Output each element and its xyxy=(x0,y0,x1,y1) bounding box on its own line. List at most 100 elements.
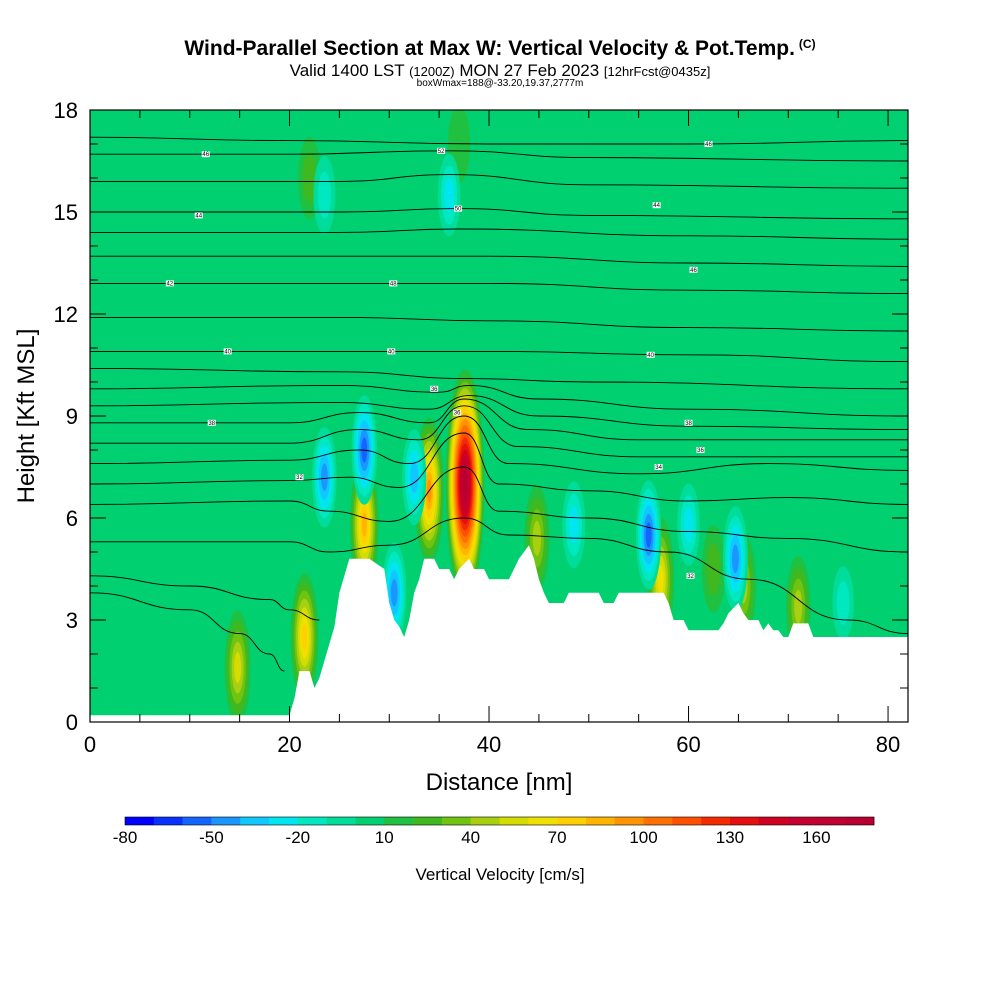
colorbar-swatch xyxy=(470,817,500,825)
theta-label-8: 40 xyxy=(388,349,395,355)
theta-contours xyxy=(90,136,908,672)
colorbar-swatch xyxy=(528,817,558,825)
theta-label-6: 50 xyxy=(455,207,462,213)
forecast-info: [12hrFcst@0435z] xyxy=(603,64,711,79)
colorbar-swatch xyxy=(125,817,155,825)
theta-contour-0 xyxy=(90,136,908,145)
theta-contour-11 xyxy=(90,395,908,431)
theta-label-0: 46 xyxy=(202,152,209,158)
colorbar-tick-label: 100 xyxy=(629,828,657,847)
x-tick-label: 20 xyxy=(277,732,301,757)
theta-label-bg-9 xyxy=(430,385,439,392)
copyright-mark: (C) xyxy=(798,37,816,51)
colorbar-swatch xyxy=(153,817,183,825)
colorbar-swatch xyxy=(643,817,673,825)
plot-area: 46 44 42 40 38 52 50 48 40 36 36 32 46 44 46 40 38 36 34 32 xyxy=(90,110,908,722)
theta-label-1: 44 xyxy=(195,213,202,219)
theta-label-12: 46 xyxy=(705,142,712,148)
downdraft-cell-9-band xyxy=(317,171,332,219)
theta-label-bg-13 xyxy=(652,202,661,209)
theta-contour-19 xyxy=(90,592,285,672)
theta-label-3: 40 xyxy=(224,349,231,355)
terrain-mask xyxy=(90,545,908,722)
y-tick-label: 6 xyxy=(66,506,78,531)
colorbar-title: Vertical Velocity [cm/s] xyxy=(415,865,584,884)
x-axis-label: Distance [nm] xyxy=(426,769,573,796)
colorbar-tick-label: 40 xyxy=(461,828,480,847)
theta-label-18: 34 xyxy=(655,465,662,471)
theta-contour-8 xyxy=(90,350,908,363)
colorbar-swatch xyxy=(557,817,587,825)
chart-title: Wind-Parallel Section at Max W: Vertical… xyxy=(0,37,1000,61)
colorbar-swatch xyxy=(585,817,616,825)
theta-contour-10 xyxy=(90,384,908,417)
colorbar-tick-label: -20 xyxy=(286,828,311,847)
colorbar-swatch xyxy=(441,817,471,825)
updraft-cell-4-band xyxy=(234,652,242,684)
theta-label-7: 48 xyxy=(390,281,397,287)
x-tick-label: 80 xyxy=(876,732,900,757)
valid-time-line: Valid 1400 LST (1200Z) MON 27 Feb 2023 [… xyxy=(0,61,1000,81)
downdraft-cell-8-band xyxy=(444,177,454,213)
colorbar-tick-label: 10 xyxy=(375,828,394,847)
theta-label-bg-11 xyxy=(295,474,304,481)
colorbar-swatch xyxy=(211,817,241,825)
theta-label-bg-6 xyxy=(454,205,463,212)
theta-label-bg-8 xyxy=(387,348,396,355)
colorbar-frame xyxy=(124,816,875,826)
theta-label-bg-1 xyxy=(194,212,203,219)
colorbar-tick-label: 130 xyxy=(716,828,744,847)
colorbar: -80 -50 -20 10 40 70 100 130 160 Vertical Velocit… xyxy=(113,816,875,884)
colorbar-swatch xyxy=(355,817,385,825)
colorbar-swatch xyxy=(413,817,443,825)
colorbar-swatch xyxy=(845,817,875,825)
colorbar-swatch xyxy=(326,817,356,825)
theta-label-14: 46 xyxy=(690,268,697,274)
updraft-cell-5-band xyxy=(532,520,542,556)
valid-prefix: Valid 1400 LST xyxy=(289,61,405,80)
theta-contour-1 xyxy=(90,150,908,162)
theta-label-9: 36 xyxy=(431,387,438,393)
theta-label-bg-12 xyxy=(704,141,713,147)
y-tick-label: 9 xyxy=(66,404,78,429)
updraft-cell-6-band xyxy=(657,565,664,594)
theta-label-bg-14 xyxy=(689,266,698,273)
updraft-cell-2-band xyxy=(301,624,308,650)
colorbar-swatch xyxy=(499,817,529,825)
theta-label-bg-7 xyxy=(389,280,398,287)
colorbar-swatch xyxy=(240,817,270,825)
colorbar-tick-label: 160 xyxy=(802,828,830,847)
theta-label-bg-19 xyxy=(686,572,695,579)
theta-contour-9 xyxy=(90,367,908,390)
colorbar-tick-label: -80 xyxy=(113,828,138,847)
theta-contour-2 xyxy=(90,174,908,189)
theta-label-10: 36 xyxy=(454,411,461,417)
theta-labels: 46 44 42 40 38 52 50 48 40 36 36 32 46 44 46 40 38 36 34 32 xyxy=(165,141,713,580)
theta-label-19: 32 xyxy=(687,574,694,580)
theta-label-bg-16 xyxy=(684,419,693,426)
theta-label-15: 40 xyxy=(647,353,654,359)
theta-label-bg-18 xyxy=(654,464,663,470)
valid-date: MON 27 Feb 2023 xyxy=(459,61,600,80)
colorbar-swatch xyxy=(729,817,760,825)
updraft-cell-3-band xyxy=(361,512,367,537)
colorbar-swatch xyxy=(297,817,327,825)
theta-label-16: 38 xyxy=(685,421,692,427)
theta-contour-12 xyxy=(90,398,908,441)
theta-contour-6 xyxy=(90,282,908,295)
theta-label-17: 36 xyxy=(697,448,704,454)
theta-label-bg-5 xyxy=(437,147,446,154)
downdraft-cell-2-band xyxy=(390,579,398,607)
downdraft-cell-6-band xyxy=(568,506,579,544)
colorbar-tick-label: -50 xyxy=(199,828,224,847)
downdraft-cell-3-band xyxy=(410,461,419,494)
colorbar-swatch xyxy=(672,817,702,825)
y-tick-label: 3 xyxy=(66,608,78,633)
x-tick-label: 60 xyxy=(676,732,700,757)
y-axis-label: Height [Kft MSL] xyxy=(13,329,40,504)
x-tick-label: 0 xyxy=(84,732,96,757)
theta-contour-14 xyxy=(90,415,908,475)
theta-contour-18 xyxy=(90,575,320,621)
theta-label-5: 52 xyxy=(438,149,445,155)
